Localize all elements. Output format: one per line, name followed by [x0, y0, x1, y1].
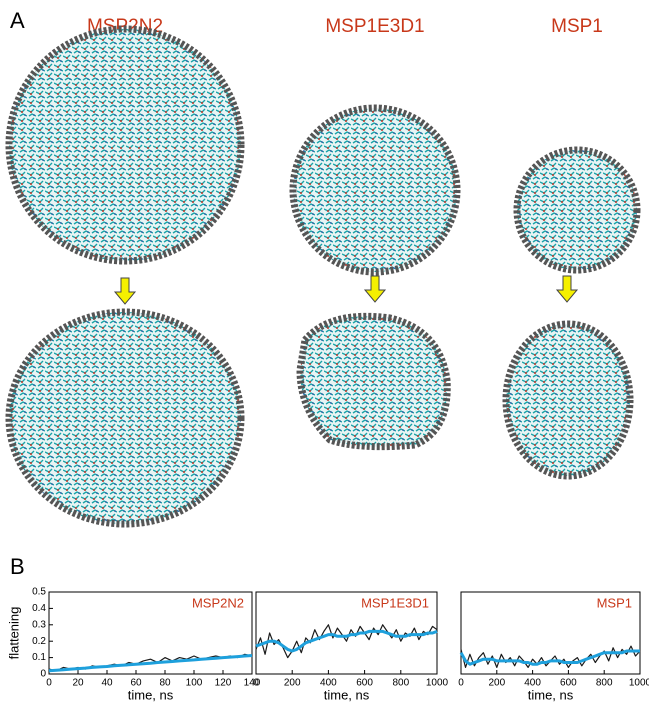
x-tick-label: 60 [130, 678, 142, 689]
x-tick-label: 40 [101, 678, 113, 689]
x-tick-label: 120 [215, 678, 232, 689]
y-tick-label: 0.2 [32, 636, 46, 647]
nanodisc [502, 320, 634, 480]
x-tick-label: 400 [524, 678, 541, 689]
chart-title: MSP1 [597, 595, 632, 610]
x-tick-label: 800 [392, 678, 409, 689]
panel-label: B [10, 554, 25, 579]
nanodisc-images [5, 25, 641, 528]
nanodisc [289, 104, 461, 276]
y-tick-label: 0.5 [32, 587, 46, 598]
x-axis-label: time, ns [128, 687, 174, 702]
y-tick-label: 0.3 [32, 619, 46, 630]
arrow [363, 275, 387, 303]
nanodisc [5, 25, 245, 265]
x-tick-label: 800 [596, 678, 613, 689]
data-line [255, 624, 438, 659]
data-line [459, 649, 640, 666]
chart-title: MSP1E3D1 [361, 595, 429, 610]
plot-frame [48, 591, 253, 675]
x-tick-label: 1000 [426, 678, 449, 689]
arrow [555, 275, 579, 303]
chart-title: MSP2N2 [192, 595, 244, 610]
x-axis-label: time, ns [528, 687, 574, 702]
arrow [113, 277, 137, 305]
x-tick-label: 1000 [629, 678, 649, 689]
x-tick-label: 0 [458, 678, 464, 689]
data-line [255, 629, 438, 653]
x-tick-label: 20 [72, 678, 84, 689]
x-tick-label: 400 [320, 678, 337, 689]
plot-frame [255, 591, 438, 675]
y-axis-label: flattening [6, 607, 21, 660]
panel-title: MSP1 [551, 16, 603, 37]
y-tick-label: 0.1 [32, 652, 46, 663]
nanodisc [296, 312, 451, 451]
x-tick-label: 200 [284, 678, 301, 689]
nanodisc [513, 146, 641, 274]
x-tick-label: 0 [46, 678, 52, 689]
x-tick-label: 80 [159, 678, 171, 689]
x-tick-label: 100 [186, 678, 203, 689]
x-tick-label: 200 [488, 678, 505, 689]
data-line [48, 654, 253, 673]
panel-label: A [10, 8, 25, 33]
x-tick-label: 600 [356, 678, 373, 689]
x-tick-label: 0 [253, 678, 259, 689]
y-tick-label: 0.4 [32, 603, 46, 614]
data-line [460, 645, 641, 668]
panel-title: MSP1E3D1 [325, 16, 424, 37]
x-tick-label: 140 [244, 678, 261, 689]
x-tick-label: 600 [560, 678, 577, 689]
nanodisc [5, 308, 245, 528]
plot-frame [460, 591, 641, 675]
y-tick-label: 0 [40, 669, 46, 680]
x-axis-label: time, ns [324, 687, 370, 702]
